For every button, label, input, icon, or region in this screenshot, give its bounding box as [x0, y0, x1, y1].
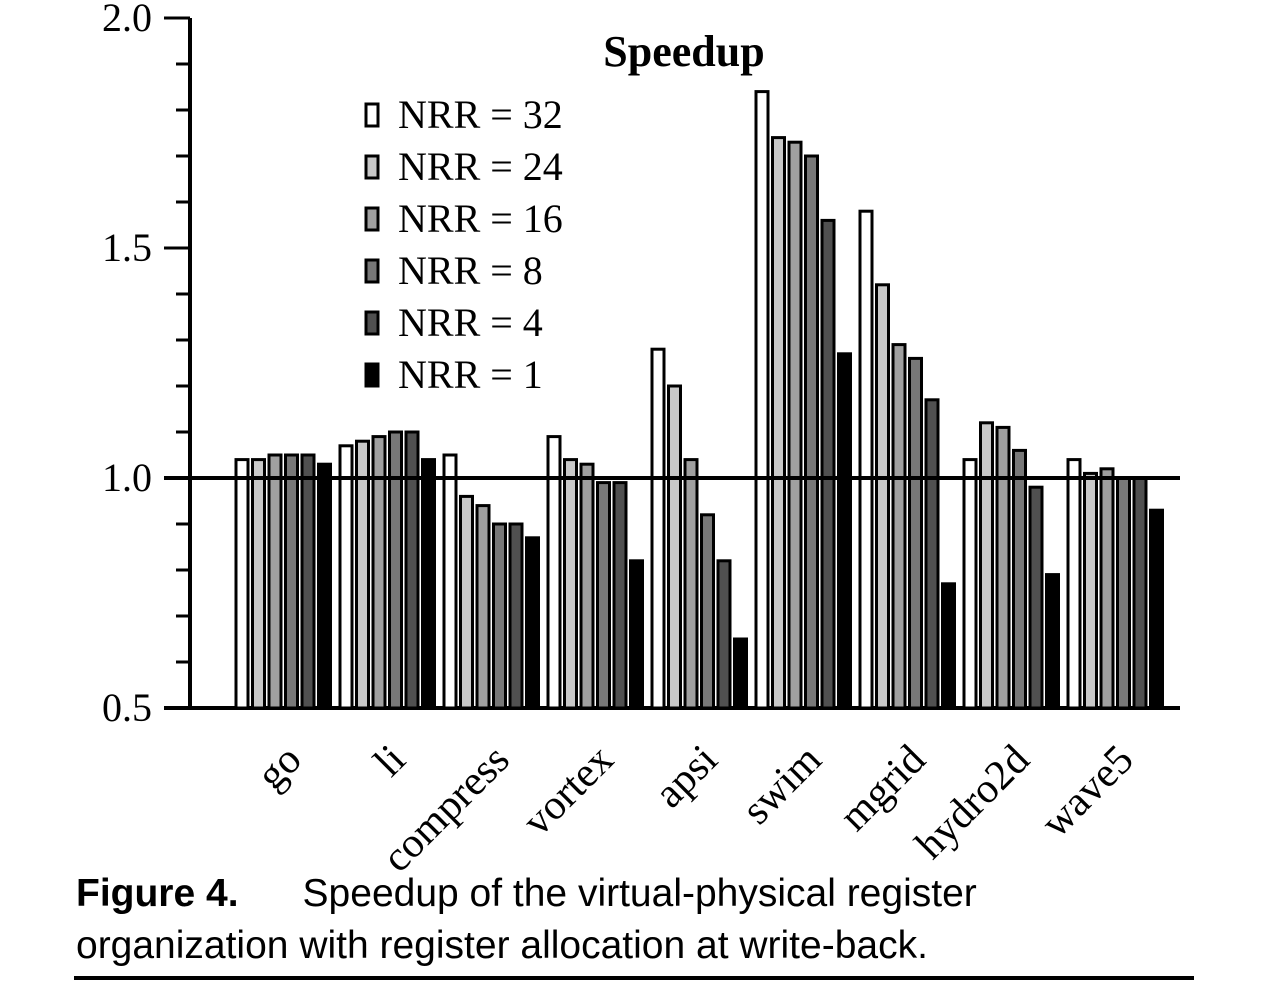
- bar-go-series-3: [269, 455, 281, 708]
- bar-go-series-5: [302, 455, 314, 708]
- bar-go-series-6: [319, 464, 331, 708]
- legend-swatch-3: [366, 208, 378, 230]
- bar-mgrid-series-6: [943, 584, 955, 708]
- legend-swatch-5: [366, 312, 378, 334]
- bar-go-series-4: [286, 455, 298, 708]
- bar-mgrid-series-4: [910, 358, 922, 708]
- bar-swim-series-6: [839, 354, 851, 708]
- bar-go-series-2: [253, 460, 265, 708]
- y-tick-label: 1.0: [102, 455, 152, 500]
- bar-li-series-4: [390, 432, 402, 708]
- bar-compress-series-3: [477, 506, 489, 708]
- legend-swatch-2: [366, 156, 378, 178]
- figure-caption: Figure 4. Speedup of the virtual-physical…: [76, 868, 1196, 972]
- bar-compress-series-5: [510, 524, 522, 708]
- bar-hydro2d-series-5: [1030, 487, 1042, 708]
- bar-vortex-series-2: [565, 460, 577, 708]
- bar-vortex-series-3: [581, 464, 593, 708]
- bar-hydro2d-series-4: [1014, 450, 1026, 708]
- bar-wave5-series-4: [1118, 478, 1130, 708]
- legend-swatch-6: [366, 364, 378, 386]
- legend-label-4: NRR = 8: [398, 248, 543, 293]
- bar-swim-series-4: [806, 156, 818, 708]
- bar-li-series-2: [357, 441, 369, 708]
- bar-swim-series-3: [789, 142, 801, 708]
- bar-hydro2d-series-6: [1047, 575, 1059, 708]
- bars: [164, 92, 1180, 708]
- bar-swim-series-1: [756, 92, 768, 708]
- legend-swatch-4: [366, 260, 378, 282]
- x-tick-label-li: li: [366, 737, 415, 786]
- y-tick-label: 2.0: [102, 0, 152, 40]
- bar-compress-series-6: [527, 538, 539, 708]
- bar-li-series-5: [406, 432, 418, 708]
- x-tick-label-vortex: vortex: [514, 737, 622, 845]
- bar-wave5-series-6: [1151, 510, 1163, 708]
- legend-label-1: NRR = 32: [398, 92, 563, 137]
- figure-label: Figure 4.: [76, 872, 239, 915]
- bar-li-series-1: [340, 446, 352, 708]
- legend-swatch-1: [366, 104, 378, 126]
- bar-apsi-series-4: [702, 515, 714, 708]
- bar-wave5-series-3: [1101, 469, 1113, 708]
- legend-label-6: NRR = 1: [398, 352, 543, 397]
- bar-apsi-series-6: [735, 639, 747, 708]
- bar-wave5-series-5: [1134, 478, 1146, 708]
- bar-mgrid-series-2: [877, 285, 889, 708]
- bar-wave5-series-2: [1085, 473, 1097, 708]
- x-tick-label-go: go: [248, 737, 310, 799]
- bar-li-series-6: [423, 460, 435, 708]
- legend-label-5: NRR = 4: [398, 300, 543, 345]
- x-tick-label-apsi: apsi: [646, 737, 726, 817]
- bar-mgrid-series-1: [860, 211, 872, 708]
- bar-apsi-series-2: [669, 386, 681, 708]
- bar-vortex-series-5: [614, 483, 626, 708]
- bar-go-series-1: [236, 460, 248, 708]
- bar-swim-series-2: [773, 138, 785, 708]
- x-tick-label-wave5: wave5: [1033, 737, 1143, 847]
- y-tick-label: 1.5: [102, 225, 152, 270]
- bar-wave5-series-1: [1068, 460, 1080, 708]
- bar-hydro2d-series-2: [981, 423, 993, 708]
- bar-apsi-series-5: [718, 561, 730, 708]
- bar-apsi-series-1: [652, 349, 664, 708]
- bar-apsi-series-3: [685, 460, 697, 708]
- bar-mgrid-series-5: [926, 400, 938, 708]
- x-tick-label-swim: swim: [734, 736, 831, 833]
- bar-swim-series-5: [822, 220, 834, 708]
- legend: NRR = 32 NRR = 24 NRR = 16 NRR = 8 NRR = 4 NR…: [366, 92, 563, 397]
- legend-label-3: NRR = 16: [398, 196, 563, 241]
- bar-mgrid-series-3: [893, 345, 905, 708]
- bar-vortex-series-4: [598, 483, 610, 708]
- chart-title: Speedup: [603, 27, 764, 76]
- bar-compress-series-2: [461, 496, 473, 708]
- legend-label-2: NRR = 24: [398, 144, 563, 189]
- bar-compress-series-4: [494, 524, 506, 708]
- caption-rule: [74, 976, 1194, 980]
- bar-compress-series-1: [444, 455, 456, 708]
- x-tick-label-hydro2d: hydro2d: [907, 737, 1039, 869]
- y-tick-label: 0.5: [102, 685, 152, 730]
- bar-hydro2d-series-3: [997, 427, 1009, 708]
- bar-hydro2d-series-1: [964, 460, 976, 708]
- bar-vortex-series-6: [631, 561, 643, 708]
